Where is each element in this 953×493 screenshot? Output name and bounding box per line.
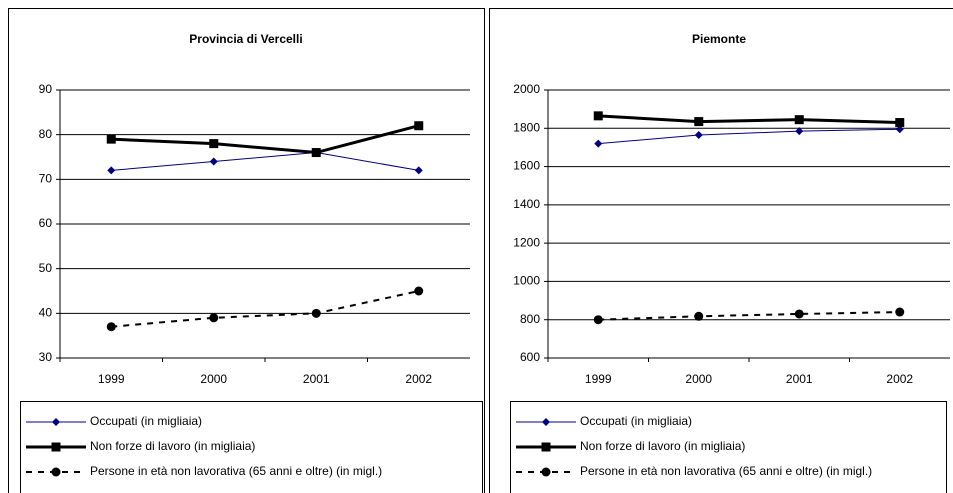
legend-label: Occupati (in migliaia): [90, 414, 202, 428]
y-tick-label: 60: [39, 216, 53, 230]
marker: [311, 308, 321, 318]
legend-label: Occupati (in migliaia): [580, 414, 692, 428]
x-tick-label: 2002: [886, 372, 913, 386]
y-tick-label: 80: [39, 127, 53, 141]
y-tick-label: 1400: [513, 197, 540, 211]
x-tick-label: 1999: [585, 372, 612, 386]
x-tick-label: 2001: [786, 372, 813, 386]
y-tick-label: 50: [39, 261, 53, 275]
marker: [895, 125, 904, 134]
marker: [106, 134, 116, 144]
y-tick-label: 30: [39, 350, 53, 364]
marker: [209, 157, 218, 166]
marker: [794, 309, 804, 319]
marker: [895, 118, 905, 128]
marker: [594, 139, 603, 148]
series-line: [111, 124, 420, 155]
marker: [542, 418, 550, 426]
marker: [694, 130, 703, 139]
y-tick-label: 2000: [513, 82, 540, 96]
marker: [541, 442, 551, 452]
y-tick-label: 600: [520, 350, 540, 364]
y-tick-label: 800: [520, 312, 540, 326]
marker: [414, 286, 424, 296]
marker: [51, 442, 61, 452]
x-tick-label: 1999: [98, 372, 125, 386]
x-tick-label: 2000: [685, 372, 712, 386]
legend-label: Persone in età non lavorativa (65 anni e…: [90, 464, 382, 478]
marker: [895, 307, 905, 317]
marker: [414, 166, 423, 175]
series-line: [598, 128, 900, 145]
marker: [52, 418, 60, 426]
marker: [593, 111, 603, 121]
chart-title: Provincia di Vercelli: [189, 32, 302, 46]
legend-label: Persone in età non lavorativa (65 anni e…: [580, 464, 872, 478]
marker: [593, 315, 603, 325]
marker: [414, 121, 424, 131]
y-tick-label: 1600: [513, 159, 540, 173]
marker: [106, 322, 116, 332]
x-tick-label: 2000: [200, 372, 227, 386]
marker: [694, 117, 704, 127]
series-line: [111, 152, 419, 171]
marker: [107, 166, 116, 175]
marker: [794, 115, 804, 125]
y-tick-label: 40: [39, 306, 53, 320]
legend: [20, 401, 483, 493]
series-line: [111, 290, 419, 328]
y-tick-label: 70: [39, 172, 53, 186]
marker: [209, 139, 219, 149]
x-tick-label: 2002: [405, 372, 432, 386]
marker: [311, 148, 321, 158]
y-tick-label: 1200: [513, 235, 540, 249]
legend-label: Non forze di lavoro (in migliaia): [580, 439, 745, 453]
chart-title: Piemonte: [692, 32, 746, 46]
y-tick-label: 90: [39, 82, 53, 96]
marker: [541, 467, 551, 477]
marker: [209, 313, 219, 323]
marker: [51, 467, 61, 477]
series-line: [598, 311, 900, 321]
x-tick-label: 2001: [303, 372, 330, 386]
legend: [510, 401, 947, 493]
y-tick-label: 1800: [513, 120, 540, 134]
marker: [694, 311, 704, 321]
legend-label: Non forze di lavoro (in migliaia): [90, 439, 255, 453]
marker: [795, 127, 804, 136]
series-line: [598, 114, 900, 125]
y-tick-label: 1000: [513, 274, 540, 288]
